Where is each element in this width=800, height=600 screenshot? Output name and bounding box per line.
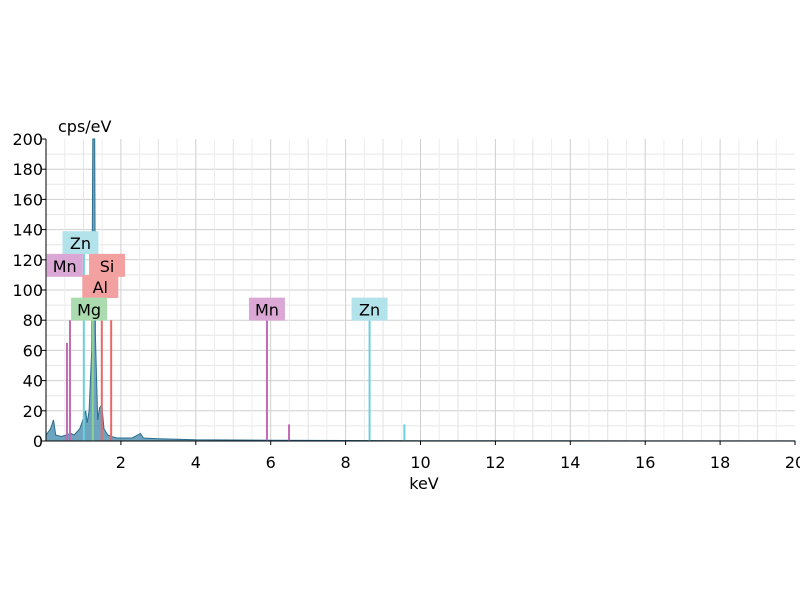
y-tick-label: 80 <box>23 311 43 330</box>
element-label-text: Mn <box>53 257 77 276</box>
axis-layer: 0 20 40 60 80 100 120 140 160 180 200 2 4 6 8 10 12 14 16 1… <box>12 130 800 472</box>
element-label-text: Zn <box>359 301 380 320</box>
y-tick-label: 60 <box>23 341 43 360</box>
element-label-zn: Zn <box>62 231 99 255</box>
element-label-text: Al <box>93 278 108 297</box>
element-label-text: Zn <box>70 234 91 253</box>
element-label-text: Mg <box>77 301 101 320</box>
y-tick-label: 180 <box>12 160 43 179</box>
element-label-box <box>89 253 126 277</box>
element-label-box <box>46 253 83 277</box>
x-tick-label: 2 <box>116 453 126 472</box>
element-label-box <box>248 297 285 321</box>
element-label-mn: Mn <box>46 253 83 277</box>
element-label-box <box>62 231 99 255</box>
y-tick-label: 120 <box>12 251 43 270</box>
x-tick-label: 16 <box>635 453 655 472</box>
element-label-mg: Mg <box>71 297 108 321</box>
element-label-text: Mn <box>255 301 279 320</box>
element-label-box <box>351 297 388 321</box>
y-tick-label: 40 <box>23 372 43 391</box>
x-tick-label: 4 <box>191 453 201 472</box>
y-tick-label: 100 <box>12 281 43 300</box>
x-tick-label: 8 <box>341 453 351 472</box>
x-tick-label: 20 <box>785 453 800 472</box>
x-tick-label: 6 <box>266 453 276 472</box>
element-label-text: Si <box>100 257 115 276</box>
grid-layer <box>46 139 795 441</box>
y-tick-label: 160 <box>12 190 43 209</box>
y-tick-label: 140 <box>12 221 43 240</box>
element-label-si: Si <box>89 253 126 277</box>
y-axis-title: cps/eV <box>58 117 112 136</box>
x-tick-label: 12 <box>485 453 505 472</box>
element-label-zn: Zn <box>351 297 388 321</box>
element-label-al: Al <box>82 274 119 298</box>
x-axis-title: keV <box>409 474 439 493</box>
element-labels-layer: Zn Mn Si Al Mg Mn Zn <box>46 231 388 321</box>
element-label-mn: Mn <box>248 297 285 321</box>
y-tick-label: 200 <box>12 130 43 149</box>
y-tick-label: 20 <box>23 402 43 421</box>
element-label-box <box>71 297 108 321</box>
x-tick-label: 10 <box>410 453 430 472</box>
x-tick-label: 14 <box>560 453 580 472</box>
x-tick-label: 18 <box>710 453 730 472</box>
element-label-box <box>82 274 119 298</box>
y-tick-label: 0 <box>33 432 43 451</box>
